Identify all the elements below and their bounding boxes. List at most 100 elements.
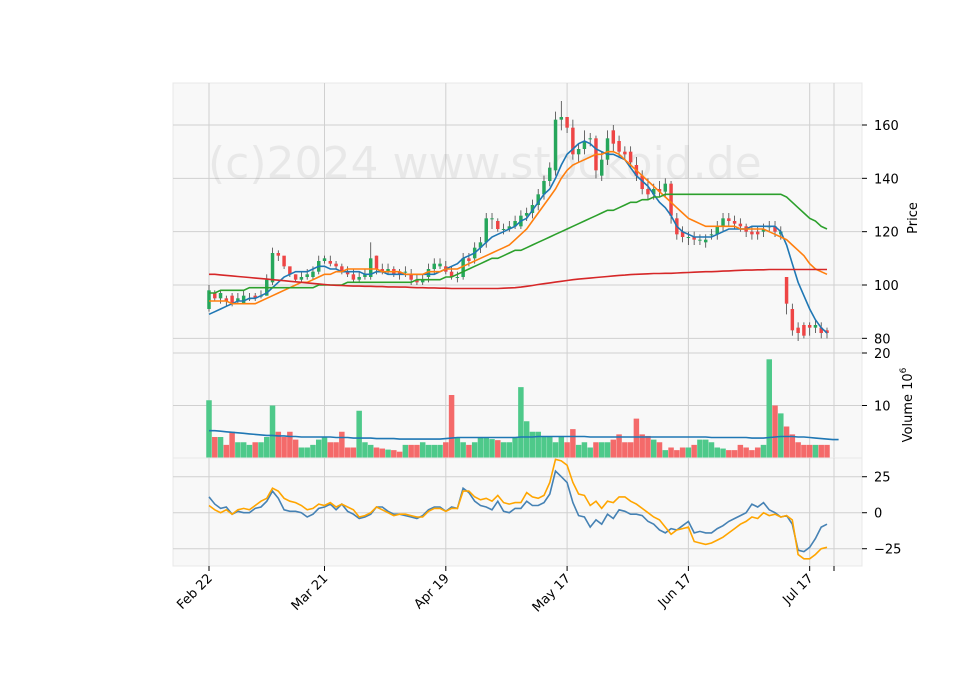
x-tick-label-0: Feb 22	[174, 571, 216, 613]
x-tick-label-4: Jun 17	[655, 571, 695, 611]
candle-body	[553, 119, 558, 171]
volume-bar	[662, 450, 669, 458]
volume-bar	[656, 442, 663, 458]
candle-body	[542, 181, 546, 195]
price-tick-label-1: 100	[874, 279, 899, 294]
candle-body	[582, 141, 587, 149]
candle-body	[715, 226, 719, 235]
candle-body	[790, 309, 795, 331]
candle-body	[784, 277, 789, 304]
volume-bar	[264, 437, 270, 458]
volume-bar	[212, 437, 218, 458]
volume-bar	[419, 442, 426, 458]
candle-body	[449, 271, 454, 277]
volume-bar	[616, 434, 622, 458]
candle	[582, 130, 587, 155]
volume-bar	[708, 442, 715, 458]
candle	[727, 213, 731, 227]
volume-bar	[385, 449, 391, 458]
volume-bar	[627, 442, 634, 458]
candle	[253, 293, 257, 301]
candle-body	[282, 255, 286, 267]
volume-bar	[622, 442, 628, 458]
price-y-axis-label: Price	[906, 202, 921, 234]
candle-body	[640, 175, 644, 189]
volume-bar	[772, 405, 778, 458]
candle	[322, 255, 327, 264]
candle	[490, 213, 494, 229]
osc-tick-label-2: 25	[874, 471, 891, 486]
volume-bar	[558, 437, 565, 458]
volume-bar	[714, 447, 721, 458]
volume-bar	[321, 437, 328, 458]
volume-bar	[766, 359, 772, 458]
candle	[640, 170, 644, 195]
volume-bar	[726, 450, 732, 458]
volume-bar	[685, 447, 692, 458]
candle	[293, 274, 298, 283]
volume-bar	[743, 447, 749, 458]
candle-body	[669, 183, 673, 216]
candle	[478, 237, 483, 253]
volume-bars	[206, 359, 830, 458]
candle	[553, 111, 558, 176]
x-tick-label-1: Mar 21	[289, 571, 332, 614]
volume-bar	[702, 439, 709, 458]
price-tick-label-3: 140	[874, 172, 899, 187]
candle-body	[270, 253, 275, 283]
volume-bar	[500, 442, 507, 458]
volume-bar	[477, 437, 484, 458]
candle-body	[484, 218, 488, 243]
candle-body	[750, 231, 754, 235]
volume-bar	[235, 442, 241, 458]
volume-bar	[547, 437, 553, 458]
candle-body	[490, 218, 494, 220]
candle-body	[293, 274, 298, 280]
price-tick-label-0: 80	[874, 332, 891, 347]
candle	[213, 290, 217, 301]
volume-bar	[674, 450, 680, 458]
candle-body	[334, 263, 338, 267]
candle	[692, 231, 696, 245]
volume-bar	[633, 418, 640, 458]
volume-bar	[310, 444, 316, 458]
candle-body	[438, 263, 442, 267]
volume-bar	[223, 444, 230, 458]
volume-bar	[292, 439, 299, 458]
candle-body	[501, 229, 506, 230]
volume-bar	[327, 442, 334, 458]
volume-bar	[783, 426, 790, 458]
volume-grid	[173, 352, 862, 458]
volume-tick-label-1: 20	[874, 347, 891, 362]
volume-bar	[535, 431, 541, 458]
volume-bar	[789, 434, 796, 458]
candle-body	[253, 295, 257, 299]
candle-body	[796, 327, 800, 333]
volume-bar	[466, 444, 472, 458]
moving-average-line-2	[209, 150, 828, 305]
volume-bar	[801, 444, 807, 458]
volume-average-line	[209, 429, 839, 441]
candle	[403, 266, 408, 277]
candle-body	[600, 159, 604, 176]
candle-body	[368, 258, 373, 277]
candle-body	[432, 263, 436, 269]
volume-bar	[679, 447, 686, 458]
candle	[334, 261, 338, 269]
volume-bar	[402, 444, 409, 458]
candle-body	[703, 239, 708, 243]
candle-body	[813, 325, 818, 328]
volume-bar	[333, 442, 339, 458]
volume-bar	[587, 447, 593, 458]
volume-bar	[599, 442, 605, 458]
candle	[276, 250, 281, 261]
volume-bar	[425, 444, 432, 458]
candle-body	[628, 151, 633, 163]
candle	[576, 143, 581, 163]
candle-body	[807, 325, 812, 328]
volume-bar	[760, 444, 767, 458]
volume-bar	[443, 442, 449, 458]
volume-bar	[471, 442, 478, 458]
candle	[709, 229, 714, 240]
candle	[496, 218, 500, 232]
